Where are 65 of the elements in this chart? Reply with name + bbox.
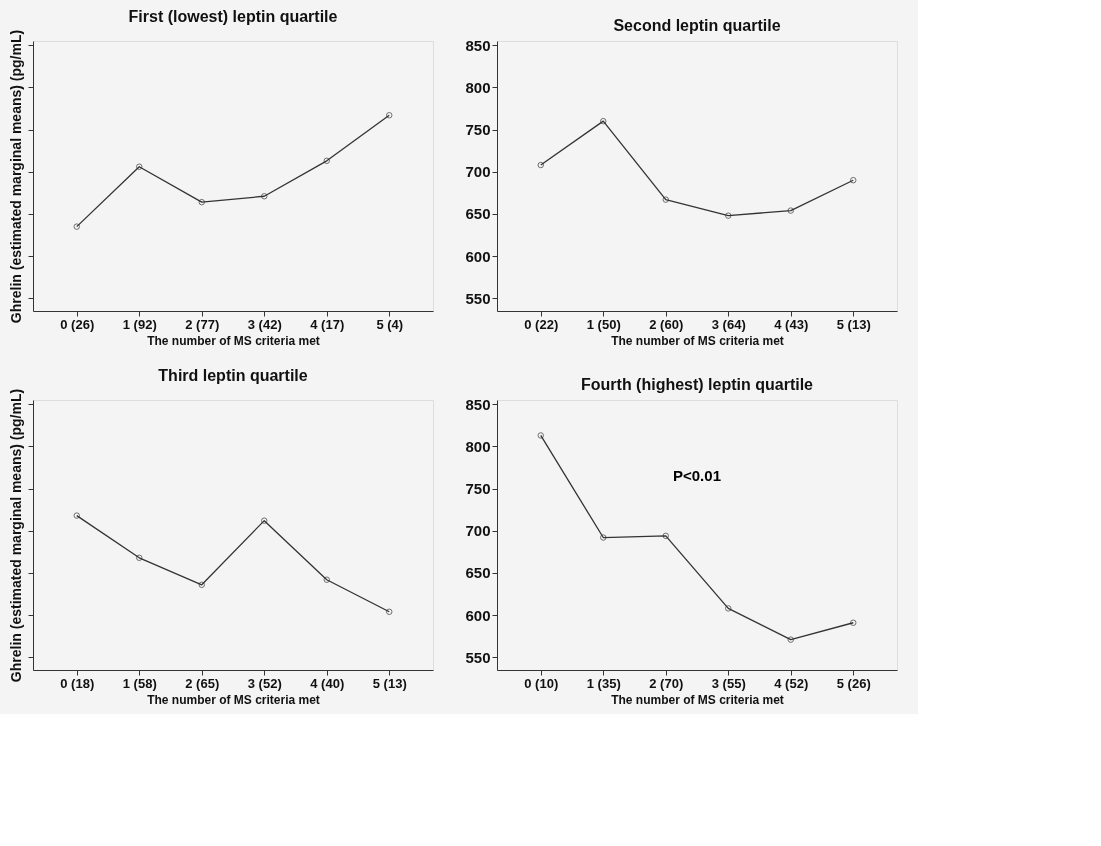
y-axis-title: Ghrelin (estimated marginal means) (pg/mL) <box>8 388 24 683</box>
point <box>787 207 794 214</box>
y-tick-label: 650 <box>465 205 491 223</box>
x-axis-title: The number of MS criteria met <box>147 333 320 348</box>
x-tick-label: 5 (13) <box>372 675 407 691</box>
x-tick-label: 1 (92) <box>122 316 157 332</box>
chart-title: Fourth (highest) leptin quartile <box>581 376 814 394</box>
x-tick-label: 2 (77) <box>185 316 220 332</box>
point <box>198 581 205 589</box>
point <box>323 157 330 165</box>
y-tick-label: 750 <box>465 121 491 139</box>
y-tick-label: 700 <box>465 163 491 181</box>
x-axis-title: The number of MS criteria met <box>611 333 784 348</box>
y-tick-label: 550 <box>465 648 491 666</box>
y-tick-label: 850 <box>465 36 491 54</box>
y-tick-label: 800 <box>465 437 491 455</box>
y-tick-label: 550 <box>465 289 491 307</box>
y-tick-label: 650 <box>465 564 491 582</box>
chart-title: Second leptin quartile <box>613 17 781 35</box>
x-tick-label: 1 (58) <box>122 675 157 691</box>
point <box>725 605 732 612</box>
point <box>600 117 607 125</box>
y-tick-label: 850 <box>465 395 491 413</box>
x-axis-title: The number of MS criteria met <box>611 692 784 707</box>
x-tick-label: 4 (52) <box>774 675 809 691</box>
point <box>136 554 143 562</box>
x-tick-label: 3 (55) <box>711 675 746 691</box>
point <box>198 198 205 206</box>
chart-title: First (lowest) leptin quartile <box>128 8 338 26</box>
point <box>787 636 794 643</box>
y-tick-label: 700 <box>465 522 491 540</box>
y-tick-label: 600 <box>465 247 491 265</box>
y-tick-label: 800 <box>465 78 491 96</box>
point <box>725 212 732 219</box>
y-tick-label: 600 <box>465 606 491 624</box>
point <box>261 517 268 524</box>
x-tick-label: 2 (60) <box>649 316 684 332</box>
x-tick-label: 4 (17) <box>310 316 345 332</box>
x-tick-label: 3 (42) <box>247 316 282 332</box>
y-tick-label: 750 <box>465 480 491 498</box>
point <box>662 532 669 540</box>
x-axis-title: The number of MS criteria met <box>147 692 320 707</box>
x-tick-label: 0 (18) <box>60 675 95 691</box>
x-tick-label: 4 (43) <box>774 316 809 332</box>
x-tick-label: 3 (52) <box>247 675 282 691</box>
x-tick-label: 1 (35) <box>586 675 621 691</box>
x-tick-label: 2 (65) <box>185 675 220 691</box>
x-tick-label: 0 (10) <box>524 675 559 691</box>
point <box>136 163 143 170</box>
x-tick-label: 4 (40) <box>310 675 345 691</box>
point <box>600 534 607 541</box>
point <box>323 576 330 583</box>
point <box>662 196 669 203</box>
y-axis-title: Ghrelin (estimated marginal means) (pg/mL) <box>8 29 24 324</box>
x-tick-label: 3 (64) <box>711 316 746 332</box>
x-tick-label: 2 (70) <box>649 675 684 691</box>
x-tick-label: 5 (26) <box>836 675 871 691</box>
chart-title: Third leptin quartile <box>158 367 308 385</box>
point <box>261 193 268 200</box>
x-tick-label: 5 (13) <box>836 316 871 332</box>
x-tick-label: 0 (22) <box>524 316 559 332</box>
x-tick-label: 5 (4) <box>376 316 404 332</box>
x-tick-label: 0 (26) <box>60 316 95 332</box>
annotation: P<0.01 <box>673 466 721 484</box>
x-tick-label: 1 (50) <box>586 316 621 332</box>
